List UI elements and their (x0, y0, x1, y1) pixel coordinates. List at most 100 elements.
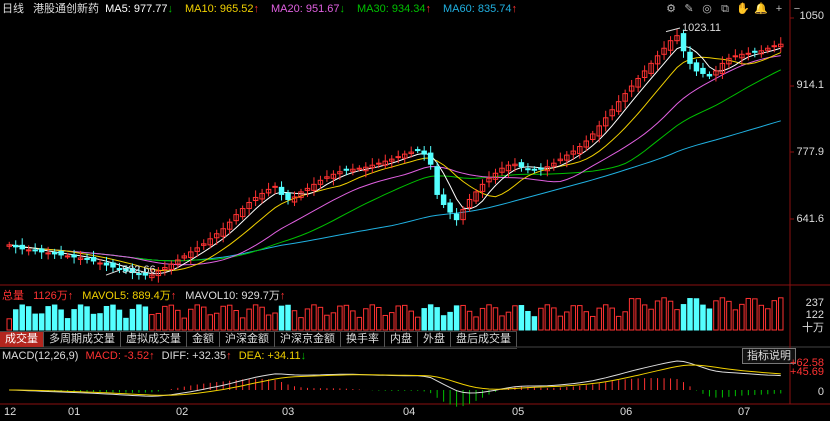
candle-body-88 (577, 146, 583, 155)
candle-body-119 (778, 43, 784, 48)
candle-body-1 (12, 244, 19, 248)
candle-body-64 (421, 150, 427, 155)
ma-value-0: MA5: 977.77↓ (105, 3, 173, 15)
copy-icon[interactable]: ⧉ (721, 3, 729, 15)
low-annotation-line (105, 269, 121, 276)
candle-body-79 (518, 162, 525, 168)
candle-body-90 (590, 133, 596, 140)
zoom-in-icon[interactable]: + (775, 3, 783, 15)
volume-bar-98 (641, 304, 648, 331)
ma-value-3: MA30: 934.34↑ (357, 3, 431, 15)
volume-bar-110 (719, 297, 726, 331)
candle-body-55 (363, 166, 369, 172)
candle-body-101 (661, 47, 667, 55)
volume-bar-33 (220, 305, 226, 331)
mavol10-arrow: ↑ (279, 290, 286, 302)
volume-bar-21 (142, 306, 149, 331)
volume-bar-103 (674, 309, 680, 331)
volume-title: 总量 (2, 290, 24, 302)
volume-bar-45 (298, 317, 304, 331)
eye-icon[interactable]: ◎ (702, 3, 712, 15)
period-label[interactable]: 日线 (2, 3, 24, 15)
candle-body-58 (382, 160, 389, 166)
low-annotation: 532.66 (122, 264, 156, 276)
candle-body-22 (149, 274, 155, 279)
candle-body-107 (700, 67, 706, 74)
candle-body-102 (667, 40, 674, 51)
draw-icon[interactable]: ✎ (684, 3, 694, 15)
candle-body-46 (304, 187, 311, 191)
candle-body-96 (628, 85, 635, 92)
tab-2[interactable]: 虚拟成交量 (121, 332, 187, 347)
dea-value: DEA: +34.11 (238, 350, 301, 362)
volume-bar-106 (693, 298, 700, 331)
volume-bar-59 (389, 312, 395, 331)
volume-bar-80 (525, 310, 531, 331)
volume-bar-44 (291, 310, 298, 331)
tab-1[interactable]: 多周期成交量 (44, 332, 121, 347)
volume-bar-112 (732, 309, 739, 331)
candle-body-47 (311, 183, 317, 191)
volume-bar-18 (123, 317, 129, 331)
volume-bar-54 (356, 316, 363, 331)
volume-bar-52 (343, 304, 350, 331)
candle-body-9 (64, 255, 71, 258)
candle-body-40 (265, 188, 272, 194)
volume-bar-5 (38, 313, 45, 331)
settings-icon[interactable]: ⚙ (666, 3, 676, 15)
tab-3[interactable]: 金额 (187, 332, 220, 347)
volume-bar-88 (577, 305, 583, 331)
candle-body-80 (525, 168, 531, 171)
tab-0[interactable]: 成交量 (0, 332, 44, 347)
tab-5[interactable]: 沪深京金额 (275, 332, 341, 347)
candle-body-106 (693, 62, 700, 72)
volume-bar-4 (32, 313, 38, 331)
volume-axis-unit: 十万 (802, 322, 824, 334)
volume-bar-108 (706, 308, 713, 331)
zoom-out-icon[interactable]: − (793, 3, 801, 15)
volume-axis-label-237: 237 (805, 297, 824, 309)
month-label-06: 06 (620, 406, 633, 418)
volume-bar-12 (84, 306, 90, 331)
volume-bar-61 (401, 304, 408, 331)
volume-bar-73 (479, 307, 486, 331)
candle-body-94 (615, 101, 622, 112)
volume-bar-116 (758, 304, 765, 331)
month-label-03: 03 (282, 406, 295, 418)
tab-7[interactable]: 内盘 (385, 332, 418, 347)
volume-bar-43 (285, 304, 291, 331)
candle-body-118 (771, 45, 778, 48)
candle-body-56 (369, 164, 376, 169)
volume-bar-26 (175, 309, 181, 331)
macd-axis-label-top: +62.58 (790, 357, 824, 369)
volume-bar-109 (713, 300, 719, 331)
volume-bar-6 (45, 306, 51, 331)
candle-body-30 (201, 243, 207, 246)
candle-body-71 (466, 198, 473, 209)
candle-body-76 (499, 167, 505, 173)
candle-body-104 (680, 33, 687, 52)
candle-body-100 (654, 55, 661, 65)
hand-icon[interactable]: ✋ (736, 3, 750, 15)
volume-bar-95 (622, 311, 628, 331)
candle-body-72 (473, 191, 479, 202)
volume-bar-35 (233, 310, 239, 331)
volume-bar-13 (90, 313, 97, 331)
bell-icon[interactable]: 🔔 (754, 3, 768, 15)
tab-8[interactable]: 外盘 (418, 332, 451, 347)
tab-4[interactable]: 沪深金额 (220, 332, 275, 347)
candle-body-18 (123, 268, 129, 272)
volume-bar-105 (687, 298, 693, 331)
candle-body-116 (758, 50, 765, 55)
volume-bar-84 (551, 307, 557, 331)
indicator-help-button[interactable]: 指标说明 (742, 348, 796, 364)
volume-bar-36 (239, 317, 246, 331)
tab-9[interactable]: 盘后成交量 (451, 332, 517, 347)
volume-bar-76 (499, 315, 505, 331)
candle-body-84 (551, 162, 557, 167)
candle-body-53 (350, 168, 356, 172)
tab-6[interactable]: 换手率 (341, 332, 385, 347)
candle-body-14 (97, 262, 103, 265)
volume-bar-34 (226, 304, 233, 331)
